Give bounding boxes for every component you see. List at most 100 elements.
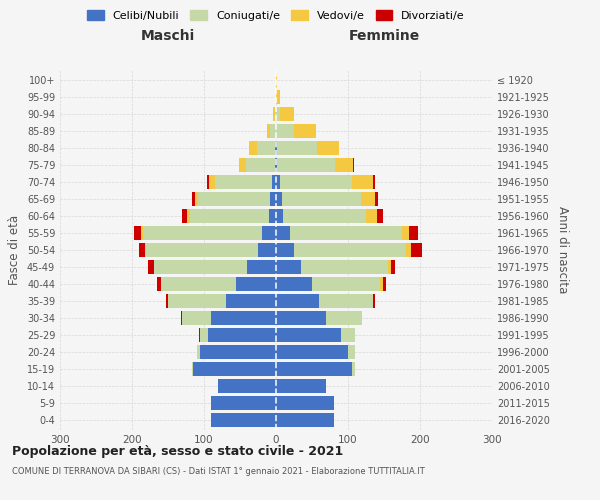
Bar [294, 124, 316, 138]
Bar [148, 260, 154, 274]
Bar [215, 176, 272, 189]
Text: Popolazione per età, sesso e stato civile - 2021: Popolazione per età, sesso e stato civil… [12, 445, 343, 458]
Bar [146, 243, 258, 257]
Bar [239, 158, 246, 172]
Bar [258, 243, 276, 257]
Bar [373, 294, 374, 308]
Y-axis label: Anni di nascita: Anni di nascita [556, 206, 569, 294]
Bar [166, 294, 168, 308]
Bar [276, 260, 301, 274]
Bar [276, 328, 341, 342]
Bar [402, 226, 409, 240]
Bar [192, 362, 193, 376]
Bar [198, 192, 270, 206]
Bar [275, 142, 276, 155]
Bar [276, 379, 326, 392]
Bar [161, 277, 236, 291]
Bar [218, 379, 276, 392]
Bar [190, 209, 269, 223]
Bar [257, 142, 275, 155]
Bar [168, 294, 226, 308]
Bar [208, 328, 276, 342]
Bar [388, 260, 391, 274]
Bar [317, 142, 338, 155]
Bar [366, 209, 377, 223]
Bar [276, 158, 277, 172]
Bar [352, 362, 355, 376]
Bar [207, 176, 209, 189]
Bar [276, 294, 319, 308]
Bar [290, 226, 402, 240]
Bar [276, 413, 334, 426]
Bar [276, 226, 290, 240]
Bar [276, 243, 294, 257]
Bar [276, 362, 352, 376]
Bar [377, 209, 383, 223]
Bar [276, 74, 277, 87]
Bar [143, 226, 262, 240]
Bar [312, 277, 380, 291]
Bar [276, 176, 280, 189]
Bar [187, 209, 190, 223]
Bar [211, 413, 276, 426]
Bar [276, 209, 283, 223]
Bar [270, 192, 276, 206]
Bar [341, 328, 355, 342]
Bar [193, 362, 276, 376]
Bar [335, 158, 353, 172]
Bar [272, 176, 276, 189]
Bar [383, 277, 386, 291]
Bar [269, 209, 276, 223]
Bar [380, 277, 383, 291]
Bar [353, 158, 355, 172]
Bar [406, 243, 412, 257]
Bar [376, 192, 377, 206]
Bar [139, 243, 145, 257]
Bar [282, 192, 361, 206]
Bar [275, 158, 276, 172]
Y-axis label: Fasce di età: Fasce di età [8, 215, 21, 285]
Bar [276, 277, 312, 291]
Text: Femmine: Femmine [349, 28, 419, 42]
Bar [391, 260, 395, 274]
Bar [276, 311, 326, 324]
Bar [247, 260, 276, 274]
Bar [181, 311, 182, 324]
Bar [211, 396, 276, 409]
Bar [262, 226, 276, 240]
Bar [280, 108, 294, 121]
Bar [276, 108, 280, 121]
Bar [277, 158, 335, 172]
Bar [250, 142, 257, 155]
Bar [352, 176, 373, 189]
Bar [236, 277, 276, 291]
Bar [276, 124, 294, 138]
Bar [276, 345, 348, 358]
Bar [134, 226, 142, 240]
Bar [199, 328, 200, 342]
Bar [270, 124, 276, 138]
Text: COMUNE DI TERRANOVA DA SIBARI (CS) - Dati ISTAT 1° gennaio 2021 - Elaborazione T: COMUNE DI TERRANOVA DA SIBARI (CS) - Dat… [12, 468, 425, 476]
Bar [157, 277, 161, 291]
Bar [276, 142, 277, 155]
Bar [266, 124, 270, 138]
Bar [361, 192, 376, 206]
Bar [348, 345, 355, 358]
Bar [145, 243, 146, 257]
Bar [276, 90, 280, 104]
Bar [409, 226, 418, 240]
Bar [275, 108, 276, 121]
Bar [182, 209, 187, 223]
Bar [193, 192, 194, 206]
Text: Maschi: Maschi [141, 28, 195, 42]
Bar [283, 209, 366, 223]
Bar [194, 192, 198, 206]
Legend: Celibi/Nubili, Coniugati/e, Vedovi/e, Divorziati/e: Celibi/Nubili, Coniugati/e, Vedovi/e, Di… [83, 6, 469, 25]
Bar [277, 142, 317, 155]
Bar [273, 108, 275, 121]
Bar [209, 176, 215, 189]
Bar [226, 294, 276, 308]
Bar [154, 260, 247, 274]
Bar [200, 345, 276, 358]
Bar [200, 328, 208, 342]
